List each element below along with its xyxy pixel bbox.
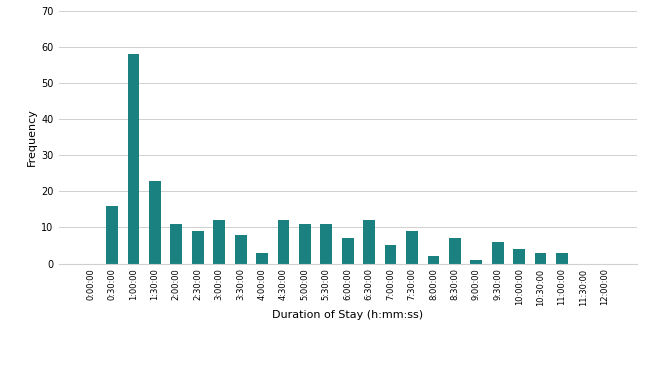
Bar [235,235,246,264]
X-axis label: Duration of Stay (h:mm:ss): Duration of Stay (h:mm:ss) [272,310,423,320]
Bar [492,242,504,264]
Bar [256,253,268,264]
Bar [514,249,525,264]
Bar [471,260,482,264]
Bar [428,256,439,264]
Bar [342,238,354,264]
Bar [320,224,332,264]
Bar [106,206,118,264]
Bar [406,231,418,264]
Bar [192,231,203,264]
Bar [170,224,182,264]
Bar [556,253,568,264]
Bar [299,224,311,264]
Y-axis label: Frequency: Frequency [27,108,37,166]
Bar [449,238,461,264]
Bar [535,253,547,264]
Bar [385,246,396,264]
Bar [363,220,375,264]
Bar [213,220,225,264]
Bar [149,180,161,264]
Bar [278,220,289,264]
Bar [127,54,139,264]
